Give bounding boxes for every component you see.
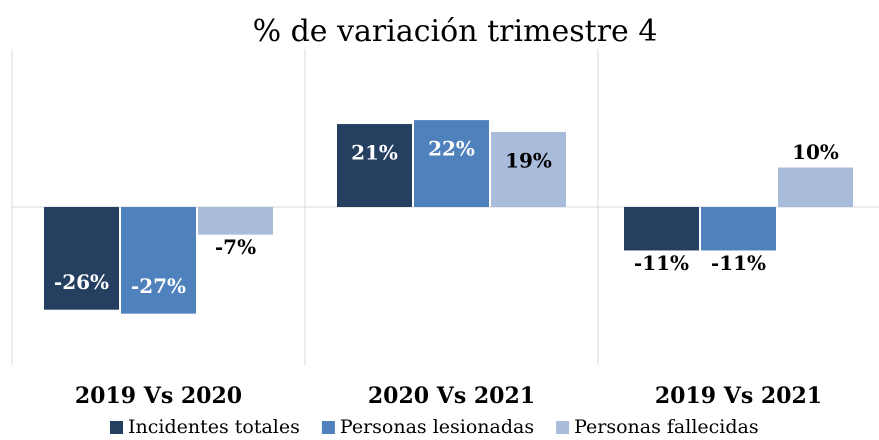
- value-label: -26%: [54, 270, 109, 294]
- bar: [337, 124, 412, 207]
- value-label: 10%: [792, 140, 839, 164]
- legend-label: Personas fallecidas: [574, 416, 759, 438]
- value-label: -7%: [215, 235, 256, 259]
- value-label: -11%: [711, 251, 766, 275]
- bar: [121, 207, 196, 314]
- legend-label: Personas lesionadas: [340, 416, 534, 438]
- value-label: -27%: [131, 274, 186, 298]
- legend-swatch: [556, 421, 570, 434]
- legend-swatch: [321, 421, 335, 434]
- x-tick-label: 2019 Vs 2021: [655, 383, 822, 409]
- value-label: 22%: [428, 137, 475, 161]
- bar: [414, 120, 489, 207]
- x-tick-label: 2020 Vs 2021: [368, 383, 535, 409]
- bar: [198, 207, 273, 235]
- value-label: 21%: [351, 141, 398, 165]
- value-label: -11%: [634, 251, 689, 275]
- bar: [701, 207, 776, 251]
- legend-label: Incidentes totales: [128, 416, 300, 438]
- bar: [491, 131, 566, 207]
- x-tick-label: 2019 Vs 2020: [75, 383, 242, 409]
- legend-swatch: [110, 421, 123, 434]
- bar: [624, 207, 699, 251]
- bar: [778, 167, 853, 207]
- value-label: 19%: [505, 148, 552, 172]
- chart-title: % de variación trimestre 4: [253, 14, 658, 49]
- bar: [44, 207, 119, 310]
